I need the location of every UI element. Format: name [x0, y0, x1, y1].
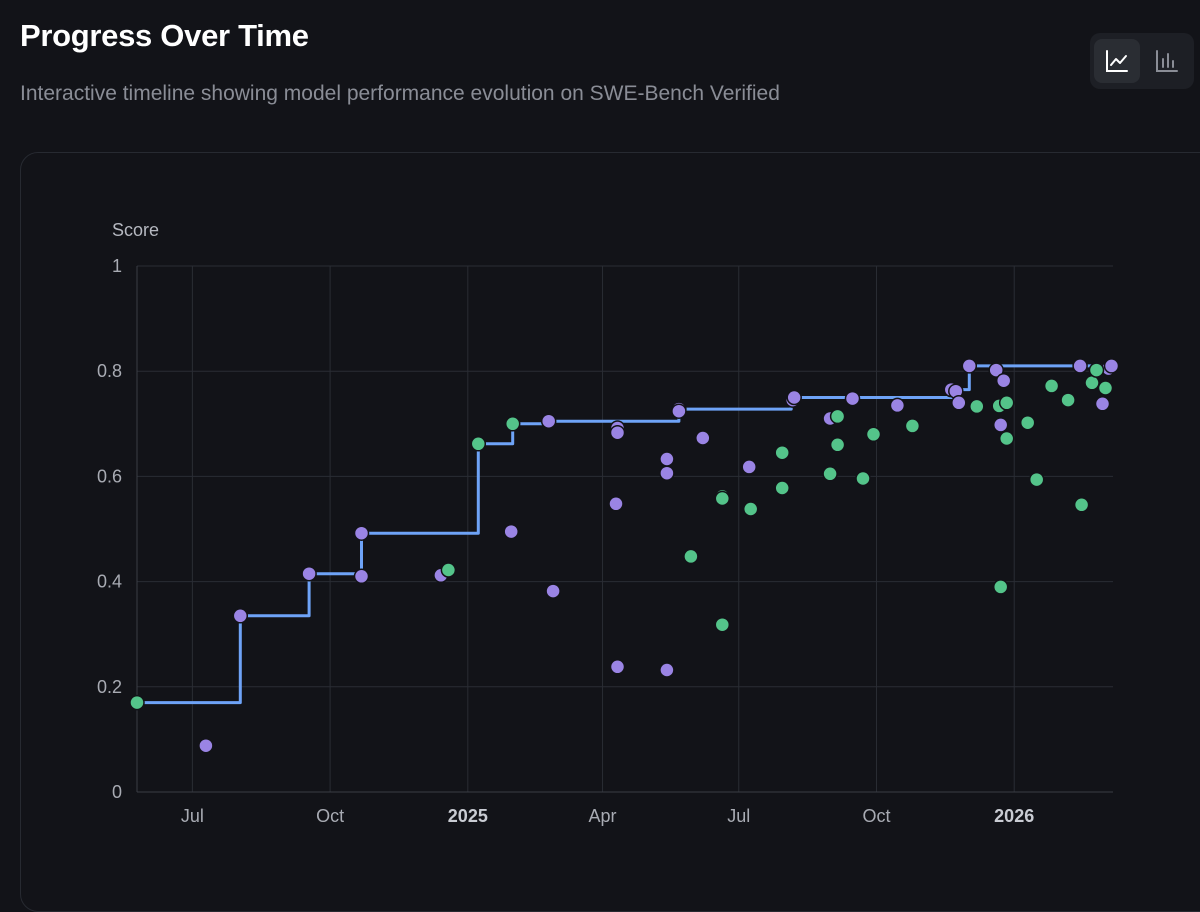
purple-data-point[interactable]	[995, 372, 1012, 389]
purple-data-point[interactable]	[961, 358, 978, 374]
purple-data-point[interactable]	[540, 413, 557, 429]
green-data-point[interactable]	[470, 436, 487, 452]
x-tick-label: Apr	[589, 806, 617, 826]
green-data-point[interactable]	[1088, 362, 1105, 378]
purple-data-point[interactable]	[951, 395, 967, 411]
purple-data-point[interactable]	[659, 465, 675, 481]
x-tick-label: 2025	[448, 806, 488, 826]
green-data-point[interactable]	[440, 562, 457, 578]
y-tick-label: 0.6	[97, 466, 122, 486]
purple-data-point[interactable]	[503, 523, 519, 540]
page-title: Progress Over Time	[20, 18, 309, 53]
green-data-point[interactable]	[822, 466, 838, 482]
purple-data-point[interactable]	[608, 496, 624, 512]
y-axis-ticks: 0 0.2 0.4 0.6 0.8 1	[97, 256, 122, 802]
x-tick-label: Oct	[316, 806, 344, 826]
purple-data-point[interactable]	[844, 390, 861, 407]
frontier-step-line	[137, 364, 1113, 705]
chart-card	[20, 152, 1200, 912]
green-data-point[interactable]	[1028, 471, 1045, 488]
y-tick-label: 0.8	[97, 361, 122, 381]
purple-data-point[interactable]	[659, 451, 675, 467]
purple-data-point[interactable]	[786, 389, 802, 406]
bar-chart-icon	[1156, 50, 1178, 72]
green-data-point[interactable]	[504, 416, 521, 432]
purple-data-point[interactable]	[889, 397, 906, 414]
x-tick-label: Jul	[181, 806, 204, 826]
purple-data-point[interactable]	[609, 424, 626, 441]
purple-data-point[interactable]	[741, 459, 757, 475]
green-data-point[interactable]	[998, 395, 1015, 411]
y-tick-label: 0.2	[97, 677, 122, 697]
green-data-point[interactable]	[1073, 497, 1090, 513]
purple-data-point[interactable]	[1103, 358, 1120, 374]
y-tick-label: 0	[112, 782, 122, 802]
bar-chart-view-button[interactable]	[1144, 39, 1190, 83]
chart-view-toggle	[1090, 33, 1194, 89]
x-tick-label: Jul	[727, 806, 750, 826]
purple-data-point[interactable]	[353, 525, 370, 541]
green-data-point[interactable]	[855, 470, 871, 487]
green-data-point[interactable]	[1019, 414, 1036, 431]
green-data-point[interactable]	[1060, 392, 1076, 408]
green-data-point[interactable]	[129, 694, 145, 711]
x-axis-ticks: Jul Oct 2025 Apr Jul Oct 2026	[181, 806, 1034, 826]
green-data-point[interactable]	[1084, 375, 1100, 391]
x-tick-label: 2026	[994, 806, 1034, 826]
green-data-point[interactable]	[1097, 380, 1114, 396]
green-data-point[interactable]	[714, 490, 731, 507]
green-data-point[interactable]	[742, 501, 759, 517]
purple-data-point[interactable]	[198, 737, 214, 754]
green-data-point[interactable]	[969, 398, 985, 415]
purple-data-point[interactable]	[671, 403, 687, 419]
green-data-point[interactable]	[714, 616, 731, 633]
chart-grid	[136, 265, 1113, 793]
green-data-point[interactable]	[904, 418, 921, 434]
purple-data-point[interactable]	[545, 583, 561, 599]
green-data-point[interactable]	[774, 444, 790, 461]
y-tick-label: 1	[112, 256, 122, 276]
green-data-point[interactable]	[829, 408, 846, 425]
line-chart-icon	[1106, 50, 1128, 72]
y-tick-label: 0.4	[97, 572, 122, 592]
purple-data-point[interactable]	[988, 362, 1004, 378]
green-data-point[interactable]	[992, 579, 1009, 595]
purple-data-point[interactable]	[609, 659, 626, 675]
green-data-point[interactable]	[683, 548, 699, 565]
green-data-point[interactable]	[774, 480, 790, 496]
green-data-point[interactable]	[998, 430, 1015, 447]
purple-data-point[interactable]	[659, 662, 675, 678]
purple-data-point[interactable]	[232, 608, 249, 624]
purple-data-point[interactable]	[992, 417, 1009, 433]
purple-data-point[interactable]	[301, 565, 317, 582]
page-subtitle: Interactive timeline showing model perfo…	[20, 82, 780, 105]
purple-data-point[interactable]	[353, 568, 370, 585]
data-points[interactable]	[129, 358, 1120, 754]
purple-data-point[interactable]	[695, 430, 711, 446]
progress-chart[interactable]: Score 0 0.2 0.4 0.6 0.8 1 Jul Oct 2025 Apr Jul Oct…	[0, 0, 1200, 851]
line-chart-view-button[interactable]	[1094, 39, 1140, 83]
green-data-point[interactable]	[829, 437, 846, 453]
purple-data-point[interactable]	[1094, 396, 1111, 412]
green-data-point[interactable]	[865, 426, 882, 443]
y-axis-title: Score	[112, 220, 159, 240]
x-tick-label: Oct	[862, 806, 890, 826]
frontier-line-group	[137, 364, 1113, 705]
purple-data-point[interactable]	[1072, 358, 1088, 374]
green-data-point[interactable]	[1043, 378, 1060, 394]
